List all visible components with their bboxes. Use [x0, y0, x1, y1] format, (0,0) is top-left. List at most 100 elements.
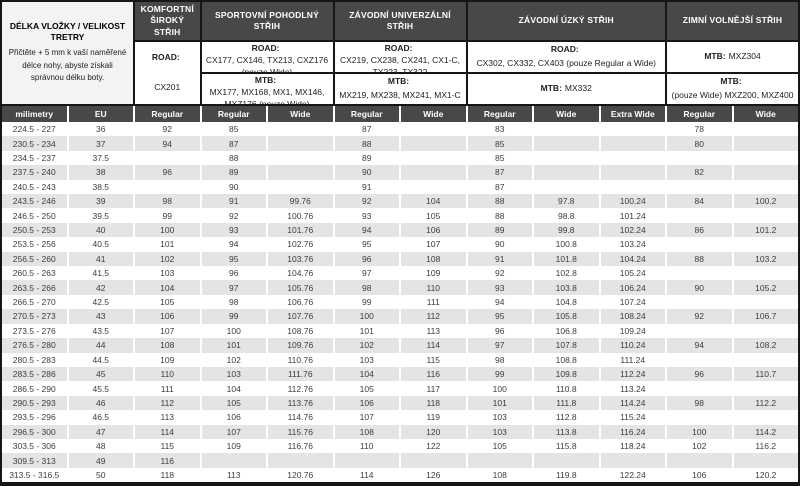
size-value-cell: 88 — [467, 194, 532, 209]
size-value-cell — [268, 122, 333, 137]
size-value-cell — [667, 294, 732, 310]
size-value-cell — [733, 150, 798, 166]
size-value-cell: 87 — [334, 122, 399, 137]
size-value-cell: 105.8 — [534, 309, 599, 324]
size-value-cell: 89 — [201, 165, 266, 180]
size-value-cell: 97 — [334, 266, 399, 281]
size-value-cell: 86 — [667, 222, 732, 238]
size-value-cell: 102.24 — [600, 222, 665, 238]
table-row: 263.5 - 266 42 104 97 105.76 98 110 93 103.8 106.… — [2, 280, 798, 295]
column-header-regular-4: Regular — [467, 106, 532, 122]
size-value-cell: 93 — [201, 222, 266, 238]
size-value-cell: 90 — [667, 280, 732, 295]
mm-range-cell: 270.5 - 273 — [2, 309, 67, 324]
size-value-cell: 96 — [334, 251, 399, 267]
eu-size-cell: 44 — [68, 338, 133, 353]
mm-range-cell: 246.5 - 250 — [2, 208, 67, 223]
size-value-cell: 99.8 — [534, 222, 599, 238]
size-value-cell — [600, 453, 665, 468]
size-value-cell — [268, 453, 333, 468]
size-value-cell: 90 — [334, 165, 399, 180]
eu-size-cell: 37.5 — [68, 150, 133, 166]
eu-size-cell: 45 — [68, 366, 133, 382]
model-codes: CX302, CX332, CX403 (pouze Regular a Wid… — [476, 58, 657, 69]
size-value-cell: 93 — [467, 280, 532, 295]
size-value-cell — [667, 410, 732, 425]
size-value-cell: 97 — [467, 338, 532, 353]
size-value-cell: 112 — [135, 395, 200, 411]
size-value-cell: 108.24 — [600, 309, 665, 324]
table-row: 237.5 - 240 38 96 89 90 87 82 — [2, 165, 798, 180]
column-header-wide-4: Wide — [733, 106, 798, 122]
size-value-cell — [667, 352, 732, 367]
size-value-cell: 94 — [467, 294, 532, 310]
eu-size-cell: 38 — [68, 165, 133, 180]
size-value-cell: 100.2 — [733, 194, 798, 209]
size-value-cell — [534, 165, 599, 180]
size-value-cell: 97.8 — [534, 194, 599, 209]
models-zimni-mtb-1: MTB: MXZ304 — [667, 42, 798, 72]
size-value-cell: 103.2 — [733, 251, 798, 267]
size-value-cell: 98 — [467, 352, 532, 367]
size-value-cell: 104.8 — [534, 294, 599, 310]
size-value-cell: 87 — [467, 179, 532, 195]
size-value-cell: 88 — [334, 136, 399, 151]
size-value-cell: 100 — [201, 323, 266, 339]
size-value-cell: 105 — [467, 438, 532, 454]
size-value-cell: 122.24 — [600, 467, 665, 483]
eu-size-cell: 41 — [68, 251, 133, 267]
size-value-cell: 119 — [401, 410, 466, 425]
models-komfortni-road: ROAD: CX201 — [135, 42, 200, 104]
size-value-cell: 116.76 — [268, 438, 333, 454]
mm-range-cell: 256.5 - 260 — [2, 251, 67, 267]
table-row: 280.5 - 283 44.5 109 102 110.76 103 115 98 108.8… — [2, 352, 798, 367]
size-value-cell: 110.76 — [268, 352, 333, 367]
mm-range-cell: 293.5 - 296 — [2, 410, 67, 425]
size-value-cell: 116.24 — [600, 424, 665, 439]
info-box-description: Přičtěte + 5 mm k vaší naměřené délce no… — [8, 48, 127, 83]
size-value-cell — [135, 179, 200, 195]
size-value-cell — [667, 381, 732, 396]
size-value-cell: 82 — [667, 165, 732, 180]
size-value-cell — [667, 237, 732, 252]
models-univerzalni-road: ROAD: CX219, CX238, CX241, CX1-C, TX223, … — [334, 42, 466, 77]
size-value-cell: 120.76 — [268, 467, 333, 483]
size-value-cell: 98 — [667, 395, 732, 411]
size-value-cell: 113.24 — [600, 381, 665, 396]
table-row: 273.5 - 276 43.5 107 100 108.76 101 113 96 106.8… — [2, 323, 798, 339]
mm-range-cell: 243.5 - 246 — [2, 194, 67, 209]
size-value-cell: 111 — [401, 294, 466, 310]
size-value-cell: 118.24 — [600, 438, 665, 454]
size-value-cell: 90 — [467, 237, 532, 252]
model-label: MTB: — [254, 75, 277, 85]
eu-size-cell: 42 — [68, 280, 133, 295]
mm-range-cell: 250.5 - 253 — [2, 222, 67, 238]
size-value-cell: 91 — [467, 251, 532, 267]
size-value-cell: 106 — [334, 395, 399, 411]
size-value-cell: 108 — [401, 251, 466, 267]
size-value-cell: 103.8 — [534, 280, 599, 295]
size-value-cell — [268, 136, 333, 151]
column-header-wide-2: Wide — [401, 106, 466, 122]
size-value-cell: 118 — [401, 395, 466, 411]
size-value-cell — [268, 179, 333, 195]
mm-range-cell: 224.5 - 227 — [2, 122, 67, 137]
size-value-cell: 109.24 — [600, 323, 665, 339]
size-value-cell: 104.76 — [268, 266, 333, 281]
size-value-cell: 106 — [201, 410, 266, 425]
table-row: 234.5 - 237 37.5 88 89 85 — [2, 150, 798, 166]
size-value-cell: 80 — [667, 136, 732, 151]
size-value-cell: 115.76 — [268, 424, 333, 439]
size-value-cell: 120 — [401, 424, 466, 439]
table-row: 243.5 - 246 39 98 91 99.76 92 104 88 97.8 100.24 8… — [2, 194, 798, 209]
size-value-cell: 104.24 — [600, 251, 665, 267]
size-value-cell — [667, 266, 732, 281]
eu-size-cell: 39 — [68, 194, 133, 209]
size-value-cell — [534, 136, 599, 151]
size-value-cell — [733, 381, 798, 396]
size-value-cell: 114 — [334, 467, 399, 483]
size-value-cell: 92 — [135, 122, 200, 137]
table-row: 250.5 - 253 40 100 93 101.76 94 106 89 99.8 102.2… — [2, 222, 798, 238]
size-value-cell: 105 — [334, 381, 399, 396]
